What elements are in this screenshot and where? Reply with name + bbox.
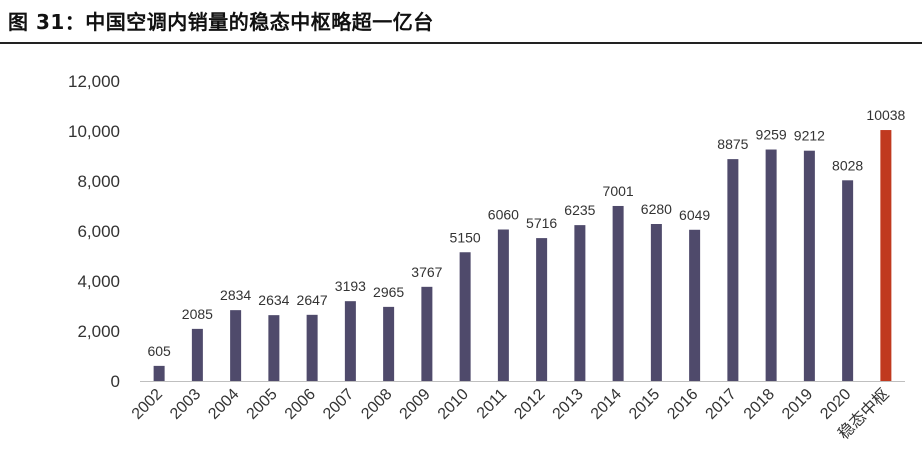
bar-value-label: 9212 <box>794 128 825 144</box>
bar-value-label: 3767 <box>411 264 442 280</box>
bar-value-label: 6049 <box>679 207 710 223</box>
bar <box>497 229 509 381</box>
bar-value-labels: 605 2085 2834 2634 2647 3193 2965 3767 5150 6060 5… <box>147 107 905 359</box>
bar-value-label: 6280 <box>641 201 672 217</box>
x-tick-label: 2014 <box>588 386 625 423</box>
bar <box>268 315 280 381</box>
bar <box>765 149 777 381</box>
bar <box>421 286 433 381</box>
bar <box>689 229 701 381</box>
x-tick-label: 2019 <box>779 386 816 423</box>
bar-value-label: 2085 <box>182 306 213 322</box>
y-tick-label: 12,000 <box>68 72 120 91</box>
x-tick-label: 2008 <box>358 386 395 423</box>
bar <box>383 306 395 381</box>
x-tick-label: 2016 <box>664 386 701 423</box>
y-axis-ticks: 0 2,000 4,000 6,000 8,000 10,000 12,000 <box>68 72 120 391</box>
bar <box>153 365 165 381</box>
x-tick-label: 2013 <box>550 386 587 423</box>
bar <box>230 310 242 381</box>
y-tick-label: 2,000 <box>77 322 120 341</box>
bar-value-label: 2634 <box>258 292 289 308</box>
x-tick-label: 2005 <box>244 386 281 423</box>
figure-title: 图 31：中国空调内销量的稳态中枢略超一亿台 <box>8 10 434 34</box>
bar <box>344 301 356 381</box>
x-tick-label: 2010 <box>435 386 472 423</box>
bar-value-label: 605 <box>147 343 171 359</box>
bar <box>880 130 892 381</box>
bar <box>842 180 854 381</box>
title-rule <box>0 42 922 44</box>
bar <box>191 328 203 381</box>
bar <box>727 159 739 381</box>
bar <box>306 314 318 381</box>
y-tick-label: 8,000 <box>77 172 120 191</box>
y-tick-label: 10,000 <box>68 122 120 141</box>
y-tick-label: 6,000 <box>77 222 120 241</box>
bar-value-label: 9259 <box>756 127 787 143</box>
bar <box>650 224 662 381</box>
bar-value-label: 6235 <box>564 202 595 218</box>
bar <box>803 150 815 381</box>
y-tick-label: 4,000 <box>77 272 120 291</box>
bar-value-label: 2834 <box>220 287 251 303</box>
x-tick-label: 2007 <box>320 386 357 423</box>
bar <box>536 238 548 381</box>
x-tick-label: 2002 <box>129 386 166 423</box>
bar-value-label: 5716 <box>526 215 557 231</box>
x-tick-label: 2006 <box>282 386 319 423</box>
x-tick-label: 2012 <box>511 386 548 423</box>
bar-value-label: 2647 <box>297 292 328 308</box>
bar-value-label: 10038 <box>866 107 905 123</box>
x-tick-label: 2003 <box>167 386 204 423</box>
bar <box>459 252 471 381</box>
bar-value-label: 8875 <box>717 136 748 152</box>
bars <box>153 130 892 381</box>
bar-value-label: 7001 <box>603 183 634 199</box>
bar <box>574 225 586 381</box>
bar-value-label: 6060 <box>488 207 519 223</box>
bar-value-label: 5150 <box>450 229 481 245</box>
x-tick-label: 2004 <box>205 386 242 423</box>
x-tick-label: 2015 <box>626 386 663 423</box>
x-tick-label: 2009 <box>397 386 434 423</box>
x-tick-label: 2017 <box>703 386 740 423</box>
x-tick-label: 2011 <box>474 386 510 422</box>
x-axis-ticks: 2002 2003 2004 2005 2006 2007 2008 2009 2010 2011… <box>129 385 893 443</box>
bar <box>612 205 624 381</box>
bar-value-label: 8028 <box>832 157 863 173</box>
x-tick-label: 2018 <box>741 386 778 423</box>
bar-value-label: 3193 <box>335 278 366 294</box>
bar-value-label: 2965 <box>373 284 404 300</box>
y-tick-label: 0 <box>111 372 120 391</box>
